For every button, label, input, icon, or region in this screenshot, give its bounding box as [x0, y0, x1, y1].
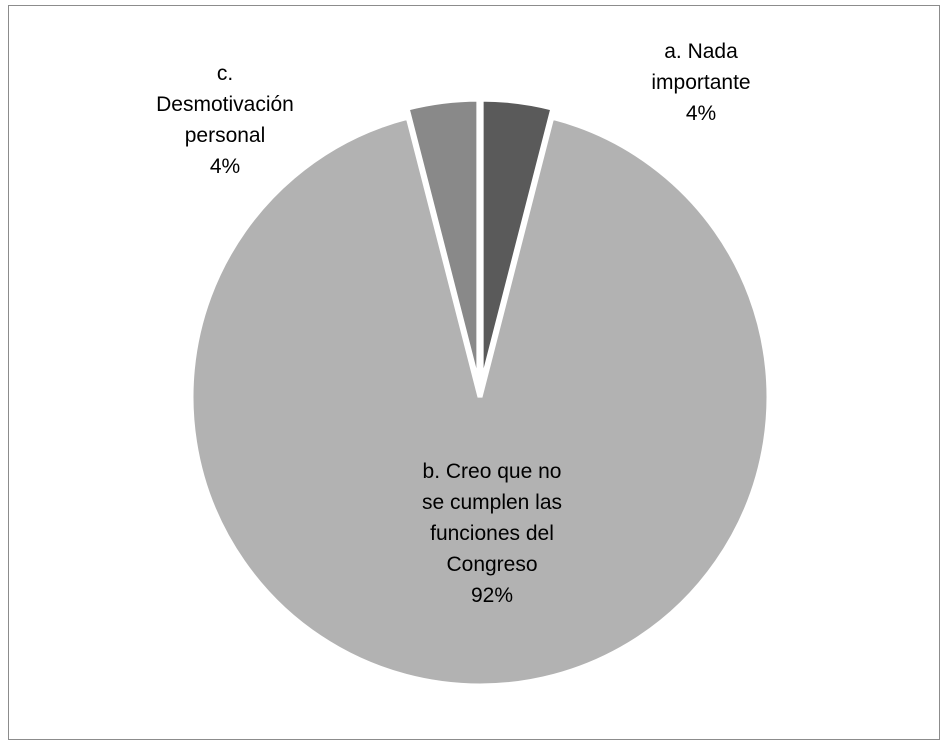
data-label-3: c. Desmotivación personal 4%	[156, 62, 294, 178]
data-label-2: b. Creo que no se cumplen las funciones de…	[422, 460, 562, 607]
pie-slice-2	[188, 114, 772, 689]
data-label-1: a. Nada importante 4%	[651, 40, 750, 125]
pie-slice-3	[403, 96, 482, 389]
